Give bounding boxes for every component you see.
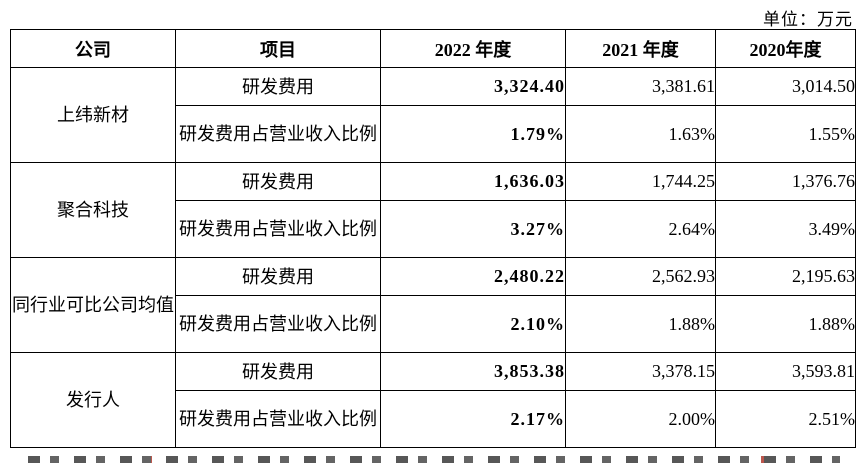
company-cell: 上纬新材 bbox=[10, 67, 176, 163]
value-2021: 1.88% bbox=[565, 295, 716, 353]
table-row: 研发费用占营业收入比例 2.17% 2.00% 2.51% bbox=[11, 390, 856, 448]
value-2020: 3,593.81 bbox=[715, 352, 856, 391]
value-2021: 3,378.15 bbox=[565, 352, 716, 391]
col-header-item: 项目 bbox=[175, 29, 381, 68]
value-2021: 2.64% bbox=[565, 200, 716, 258]
col-header-2021: 2021 年度 bbox=[565, 29, 716, 68]
unit-label: 单位：万元 bbox=[763, 10, 853, 29]
table-row: 研发费用占营业收入比例 3.27% 2.64% 3.49% bbox=[11, 200, 856, 258]
table-row: 上纬新材 研发费用 3,324.40 3,381.61 3,014.50 bbox=[10, 67, 856, 163]
value-2022: 3,324.40 bbox=[380, 67, 566, 106]
value-2021: 2,562.93 bbox=[565, 257, 716, 296]
value-2022: 3,853.38 bbox=[380, 352, 566, 391]
table-row: 研发费用占营业收入比例 1.79% 1.63% 1.55% bbox=[11, 105, 856, 163]
company-cell: 发行人 bbox=[10, 352, 176, 448]
value-2021: 3,381.61 bbox=[565, 67, 716, 106]
value-2020: 2,195.63 bbox=[715, 257, 856, 296]
table-row: 发行人 研发费用 3,853.38 3,378.15 3,593.81 bbox=[10, 352, 856, 448]
item-cell: 研发费用占营业收入比例 bbox=[175, 200, 381, 258]
table-row: 同行业可比公司均值 研发费用 2,480.22 2,562.93 2,195.6… bbox=[10, 257, 856, 353]
item-cell: 研发费用 bbox=[175, 162, 381, 201]
col-header-2020: 2020年度 bbox=[715, 29, 856, 68]
item-cell: 研发费用 bbox=[175, 67, 381, 106]
company-cell: 同行业可比公司均值 bbox=[10, 257, 176, 353]
value-2022: 3.27% bbox=[380, 200, 566, 258]
table-row: 聚合科技 研发费用 1,636.03 1,744.25 1,376.76 bbox=[10, 162, 856, 258]
col-header-company: 公司 bbox=[10, 29, 176, 68]
rd-expense-comparison-table: 公司 项目 2022 年度 2021 年度 2020年度 上纬新材 研发费用 3… bbox=[10, 29, 856, 448]
item-cell: 研发费用 bbox=[175, 257, 381, 296]
header-row: 公司 项目 2022 年度 2021 年度 2020年度 bbox=[10, 29, 856, 68]
item-cell: 研发费用占营业收入比例 bbox=[175, 390, 381, 448]
value-2020: 3,014.50 bbox=[715, 67, 856, 106]
value-2022: 2.10% bbox=[380, 295, 566, 353]
value-2020: 1.55% bbox=[715, 105, 856, 163]
table-row: 研发费用占营业收入比例 2.10% 1.88% 1.88% bbox=[11, 295, 856, 353]
value-2022: 2.17% bbox=[380, 390, 566, 448]
value-2022: 2,480.22 bbox=[380, 257, 566, 296]
value-2022: 1.79% bbox=[380, 105, 566, 163]
item-cell: 研发费用占营业收入比例 bbox=[175, 105, 381, 163]
company-cell: 聚合科技 bbox=[10, 162, 176, 258]
value-2020: 2.51% bbox=[715, 390, 856, 448]
value-2020: 3.49% bbox=[715, 200, 856, 258]
value-2020: 1.88% bbox=[715, 295, 856, 353]
item-cell: 研发费用 bbox=[175, 352, 381, 391]
col-header-2022: 2022 年度 bbox=[380, 29, 566, 68]
value-2021: 1,744.25 bbox=[565, 162, 716, 201]
value-2021: 1.63% bbox=[565, 105, 716, 163]
value-2020: 1,376.76 bbox=[715, 162, 856, 201]
value-2021: 2.00% bbox=[565, 390, 716, 448]
clipped-text-line bbox=[28, 456, 840, 463]
item-cell: 研发费用占营业收入比例 bbox=[175, 295, 381, 353]
value-2022: 1,636.03 bbox=[380, 162, 566, 201]
